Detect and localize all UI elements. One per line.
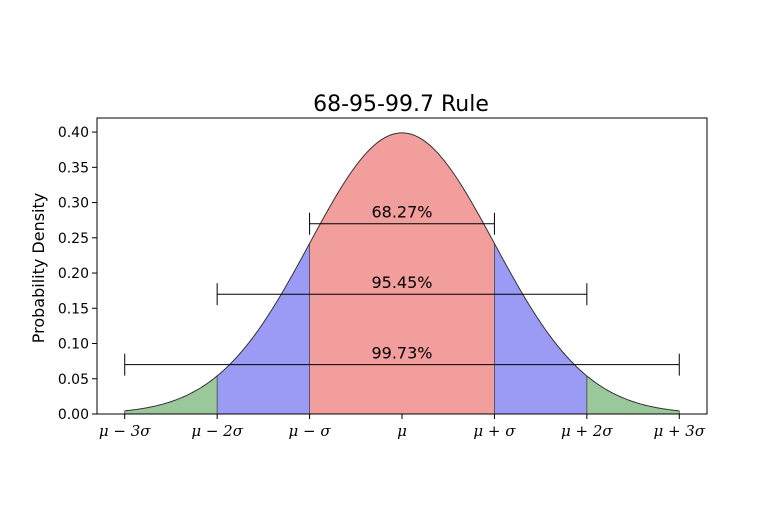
interval-label-1: 95.45% [371,273,432,292]
ytick-label-7: 0.35 [58,160,89,176]
ytick-label-4: 0.20 [58,266,89,282]
x-axis-ticks: μ − 3σ μ − 2σ μ − σ μ μ + σ μ + 2σ μ + 3σ [99,414,706,440]
y-axis-ticks: 0.00 0.05 0.10 0.15 0.20 0.25 0.30 0.35 0.40 [58,125,97,423]
xtick-label-5: μ + 2σ [561,422,613,440]
xtick-label-1: μ − 2σ [191,422,243,440]
ytick-label-3: 0.15 [58,301,89,317]
region-2 [309,132,495,414]
ytick-label-8: 0.40 [58,125,89,141]
xtick-label-6: μ + 3σ [653,422,705,440]
xtick-label-0: μ − 3σ [99,422,151,440]
ytick-label-2: 0.10 [58,337,89,353]
density-curve [124,132,680,412]
interval-label-0: 68.27% [371,203,432,222]
ytick-label-5: 0.25 [58,231,89,247]
ytick-label-1: 0.05 [58,372,89,388]
xtick-label-4: μ + σ [473,422,516,440]
chart-title: 68-95-99.7 Rule [313,92,489,117]
ytick-label-0: 0.00 [58,407,89,423]
xtick-label-2: μ − σ [289,422,332,440]
ytick-label-6: 0.30 [58,196,89,212]
y-axis-label: Probability Density [29,193,48,344]
region-0 [124,375,218,414]
region-4 [586,375,680,414]
interval-label-2: 99.73% [371,344,432,363]
interval-brackets: 68.27% 95.45% 99.73% [124,203,680,376]
xtick-label-3: μ [397,422,407,440]
